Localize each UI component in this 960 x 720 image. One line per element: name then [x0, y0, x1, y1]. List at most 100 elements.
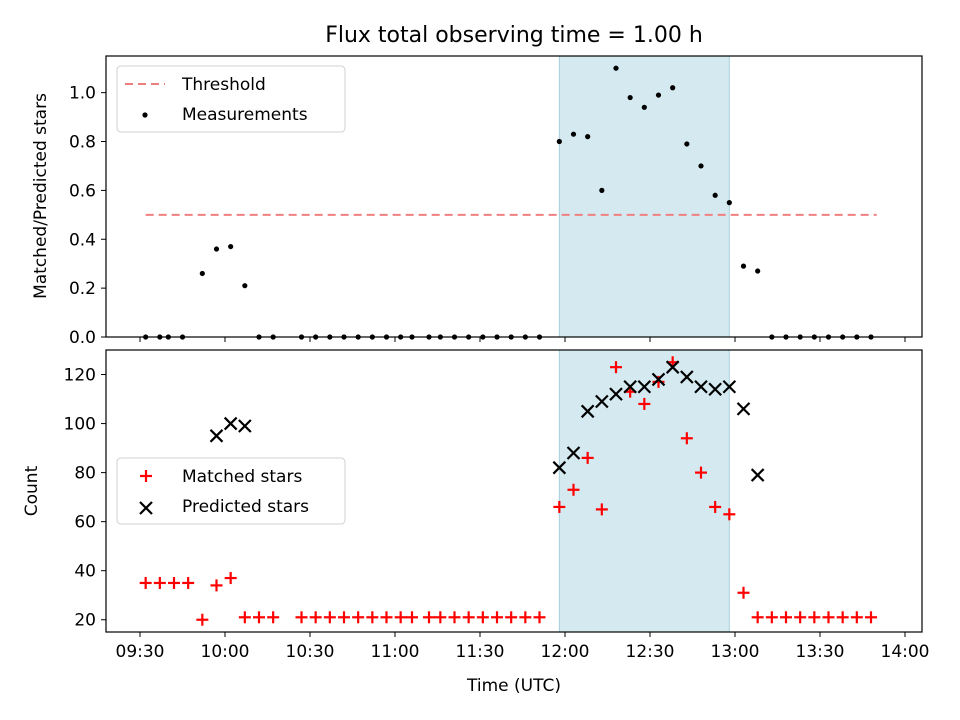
- measurement-point: [655, 92, 662, 98]
- matched-point: [323, 611, 336, 624]
- matched-point: [380, 611, 393, 624]
- matched-point: [196, 613, 209, 626]
- legend-measurements-swatch: [142, 112, 148, 118]
- chart-title: Flux total observing time = 1.00 h: [325, 23, 703, 48]
- x-tick-label: 09:30: [116, 642, 165, 662]
- predicted-point: [209, 429, 224, 443]
- y-axis-label-top: Matched/Predicted stars: [31, 93, 51, 299]
- matched-point: [182, 576, 195, 589]
- matched-point: [139, 576, 152, 589]
- matched-point: [505, 611, 518, 624]
- matched-point: [765, 611, 778, 624]
- matched-point: [822, 611, 835, 624]
- matched-point: [780, 611, 792, 624]
- matched-point: [723, 508, 736, 521]
- measurement-point: [726, 200, 732, 206]
- matched-point: [434, 611, 447, 624]
- matched-point: [808, 611, 821, 624]
- matched-point: [638, 397, 651, 410]
- matched-point: [680, 432, 693, 445]
- predicted-point: [665, 360, 680, 374]
- matched-point: [406, 611, 418, 624]
- matched-point: [610, 361, 622, 374]
- predicted-point: [609, 387, 623, 401]
- matched-point: [366, 611, 379, 624]
- legend-matched-label: Matched stars: [182, 467, 302, 487]
- panel-top: 0.0 0.2 0.4 0.6 0.8 1.0 Matched/Predicted sta…: [31, 55, 923, 348]
- matched-point: [295, 611, 308, 624]
- matched-point: [595, 503, 608, 516]
- y-tick-label: 20: [74, 611, 96, 631]
- measurement-point: [740, 263, 747, 269]
- y-tick-label: 100: [64, 415, 96, 435]
- matched-point: [751, 611, 764, 624]
- highlight-span-bottom: [558, 349, 730, 633]
- measurement-point: [213, 246, 220, 252]
- measurement-point: [613, 65, 619, 71]
- matched-point: [267, 611, 280, 624]
- matched-point: [352, 611, 365, 624]
- matched-point: [224, 572, 237, 585]
- legend-predicted-label: Predicted stars: [182, 497, 309, 517]
- y-tick-label: 40: [74, 562, 96, 582]
- matched-point: [253, 611, 265, 624]
- matched-point: [153, 576, 166, 589]
- predicted-point: [595, 394, 609, 409]
- legend-matched-swatch: [140, 470, 152, 482]
- x-tick-label: 12:00: [541, 642, 590, 662]
- predicted-point: [694, 380, 708, 394]
- matched-point: [581, 451, 594, 464]
- predicted-point: [708, 382, 722, 397]
- x-tick-label: 14:00: [881, 642, 930, 662]
- panel-bottom: 09:30 10:00 10:30 11:00 11:30 12:00 12:30 13:00…: [22, 349, 930, 696]
- x-axis-label: Time (UTC): [466, 676, 561, 696]
- matched-point: [476, 611, 489, 624]
- predicted-point: [680, 370, 694, 384]
- measurement-point: [585, 134, 591, 140]
- measurement-point: [627, 94, 633, 101]
- matched-point: [423, 611, 435, 624]
- measurement-point: [698, 163, 704, 169]
- y-tick-label: 0.6: [69, 181, 96, 201]
- matched-point: [533, 611, 546, 624]
- matched-point: [850, 611, 863, 624]
- y-tick-label: 120: [64, 366, 96, 386]
- predicted-point: [651, 372, 666, 387]
- predicted-point: [580, 404, 595, 419]
- measurement-point: [670, 85, 676, 91]
- x-tick-label: 11:30: [456, 642, 505, 662]
- predicted-point: [552, 460, 567, 475]
- matched-point: [462, 611, 475, 624]
- highlight-span-top: [558, 55, 730, 338]
- ticks-bottom: 09:30 10:00 10:30 11:00 11:30 12:00 12:30 13:00…: [64, 366, 930, 662]
- ticks-top: 0.0 0.2 0.4 0.6 0.8 1.0: [69, 84, 906, 348]
- x-tick-label: 13:00: [711, 642, 760, 662]
- legend-measurements-label: Measurements: [182, 105, 308, 125]
- predicted-point: [223, 416, 238, 431]
- predicted-point: [637, 380, 652, 394]
- y-axis-label-bottom: Count: [22, 465, 42, 516]
- legend-top: Threshold Measurements: [116, 65, 346, 133]
- measurement-point: [570, 131, 577, 137]
- legend-bottom: Matched stars Predicted stars: [116, 457, 346, 525]
- matched-point: [709, 500, 722, 513]
- x-tick-label: 13:30: [796, 642, 845, 662]
- measurement-point: [599, 187, 605, 193]
- matched-point: [695, 466, 707, 479]
- x-tick-label: 10:30: [286, 642, 335, 662]
- matched-point: [567, 483, 580, 496]
- matched-point: [238, 611, 251, 624]
- y-tick-label: 1.0: [69, 84, 96, 104]
- matched-point: [448, 611, 461, 624]
- y-tick-label: 0.4: [69, 230, 96, 250]
- matched-point: [865, 611, 877, 624]
- measurement-point: [755, 268, 761, 274]
- y-tick-label: 60: [74, 513, 96, 533]
- matched-point: [836, 611, 849, 624]
- legend-threshold-label: Threshold: [181, 75, 266, 95]
- measurement-point: [556, 138, 562, 145]
- y-tick-label: 80: [74, 464, 96, 484]
- plot-frame-top: [105, 55, 923, 338]
- count-points: [139, 356, 877, 626]
